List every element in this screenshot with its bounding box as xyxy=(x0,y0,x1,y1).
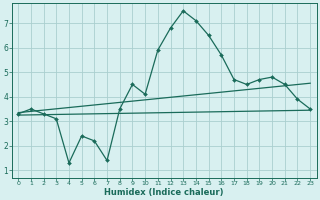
X-axis label: Humidex (Indice chaleur): Humidex (Indice chaleur) xyxy=(104,188,224,197)
